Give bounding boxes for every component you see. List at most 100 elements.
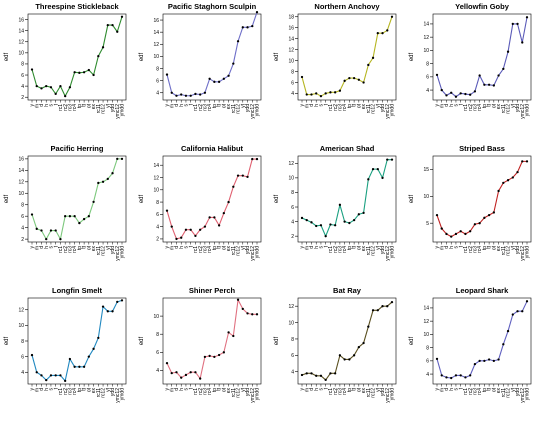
chart-title: American Shad: [320, 144, 375, 153]
x-tick-label: rc4: [477, 388, 483, 395]
x-tick-label: rc12: [236, 246, 242, 256]
data-point: [30, 68, 34, 71]
x-tick-label: tt: [217, 103, 223, 106]
data-point: [106, 177, 109, 181]
data-point: [319, 374, 323, 377]
data-point: [525, 160, 529, 163]
x-tick-label: rc11: [366, 388, 372, 398]
data-point: [251, 313, 254, 316]
x-tick-label: tt: [82, 245, 88, 248]
x-tick-label: y: [300, 246, 306, 249]
x-tick-label: s: [184, 104, 190, 107]
data-point: [73, 71, 76, 74]
data-point: [175, 371, 178, 374]
data-point: [525, 300, 529, 303]
x-tick-label: tp: [212, 104, 218, 108]
y-tick-label: 4: [426, 372, 429, 378]
data-point: [227, 74, 230, 77]
x-tick-label: tt: [487, 245, 493, 248]
x-tick-label: t: [458, 103, 464, 105]
y-tick-label: 12: [18, 40, 24, 46]
x-tick-label: rc2: [333, 246, 339, 253]
chart-title: Northern Anchovy: [314, 2, 380, 11]
x-tick-label: ot: [356, 245, 362, 250]
x-tick-label: rc4: [342, 104, 348, 111]
plot-frame: [162, 13, 262, 101]
x-tick-label: rc1: [328, 104, 334, 111]
y-tick-label: 12: [153, 42, 159, 48]
x-tick-label: ex: [226, 104, 232, 110]
chart-title: Yellowfin Goby: [455, 2, 510, 11]
x-tick-label: rc4: [207, 388, 213, 395]
data-point: [386, 158, 389, 161]
x-tick-label: ymdd: [120, 388, 126, 400]
data-point: [92, 200, 95, 204]
data-point: [40, 229, 43, 232]
x-tick-label: s: [184, 246, 190, 249]
data-point: [478, 359, 481, 362]
x-tick-label: ex: [361, 104, 367, 110]
x-tick-label: ymdd: [390, 388, 396, 400]
x-tick-label: tp: [347, 104, 353, 108]
x-tick-label: ex: [91, 388, 97, 394]
x-tick-label: rc3: [202, 104, 208, 111]
y-axis-label: edf: [4, 336, 10, 345]
x-tick-label: ydd: [110, 246, 116, 254]
x-tick-label: rc3: [472, 246, 478, 253]
x-tick-label: ymdd: [390, 104, 396, 116]
x-tick-label: s: [49, 246, 55, 249]
x-tick-label: y: [165, 388, 171, 391]
x-tick-label: d: [444, 104, 450, 107]
x-tick-label: ymdd: [525, 246, 531, 258]
y-tick-label: 4: [291, 370, 294, 376]
x-tick-label: rc1: [58, 104, 64, 111]
data-point: [54, 229, 57, 232]
x-tick-label: rc12: [506, 104, 512, 114]
data-point: [362, 341, 365, 345]
y-tick-label: 12: [423, 35, 429, 41]
x-tick-label: rc4: [207, 104, 213, 111]
chart-title: Longfin Smelt: [52, 286, 102, 295]
x-tick-label: d: [39, 104, 45, 107]
y-tick-label: 12: [423, 319, 429, 325]
x-tick-label: y: [30, 388, 36, 391]
x-tick-label: y: [165, 246, 171, 249]
data-point: [371, 56, 375, 59]
data-point: [170, 225, 173, 228]
chart-title: Bat Ray: [333, 286, 362, 295]
chart-title: California Halibut: [181, 144, 244, 153]
y-tick-label: 12: [18, 308, 24, 314]
x-tick-label: ot: [86, 387, 92, 392]
y-axis-label: edf: [139, 336, 145, 345]
data-point: [101, 46, 105, 49]
y-tick-label: 2: [156, 237, 159, 243]
x-tick-label: rc4: [72, 104, 78, 111]
data-point: [511, 22, 514, 26]
data-point: [199, 93, 202, 96]
data-point: [217, 353, 221, 357]
x-tick-label: ot: [221, 245, 227, 250]
x-tick-label: rc1: [463, 104, 469, 111]
data-point: [473, 90, 477, 93]
x-tick-label: tp: [77, 246, 83, 250]
chart-title: Threespine Stickleback: [35, 2, 119, 11]
x-tick-label: rc1: [58, 388, 64, 395]
data-point: [492, 84, 495, 87]
data-point: [184, 228, 188, 231]
series-line: [436, 160, 527, 238]
data-point: [203, 355, 207, 358]
data-point: [180, 236, 183, 239]
x-tick-label: ot: [221, 103, 227, 108]
data-point: [386, 29, 389, 32]
data-point: [338, 203, 342, 206]
data-point: [208, 77, 211, 80]
data-point: [348, 221, 351, 225]
data-point: [506, 329, 510, 333]
y-tick-label: 4: [156, 224, 159, 230]
chart-panel: Yellowfin Goby468101214edfymdhstrc1rc2rc…: [409, 2, 532, 119]
data-point: [516, 310, 519, 313]
x-tick-label: d: [174, 246, 180, 249]
data-point: [440, 88, 443, 92]
x-tick-label: ot: [356, 387, 362, 392]
data-point: [367, 325, 370, 328]
